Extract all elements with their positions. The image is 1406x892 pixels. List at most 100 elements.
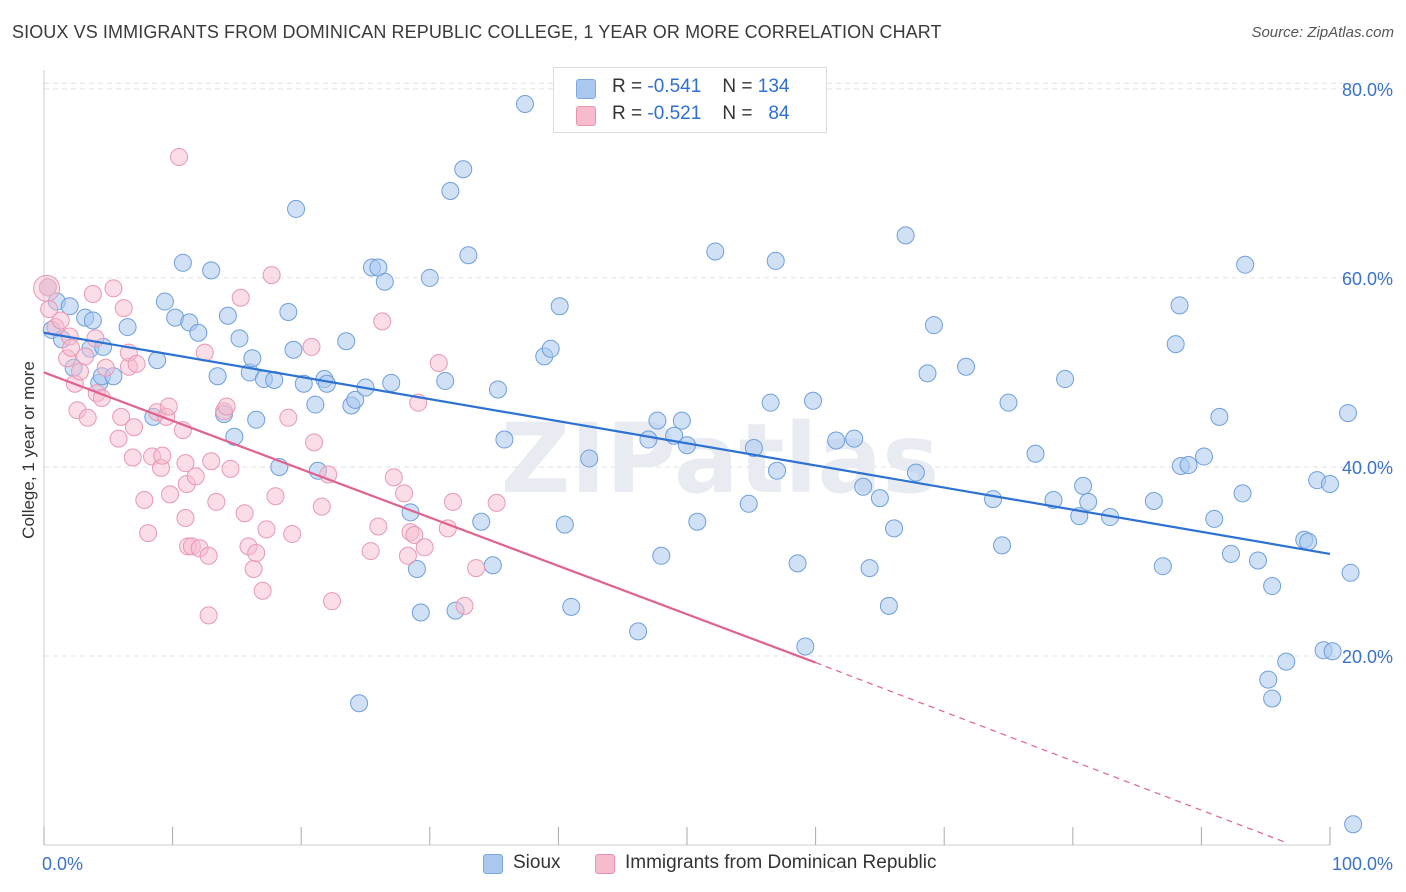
r-label: R = — [612, 76, 643, 97]
watermark: ZIPatlas — [501, 403, 940, 515]
sioux-point — [1170, 296, 1189, 315]
sioux-point — [1205, 509, 1224, 528]
sioux-point — [294, 374, 313, 393]
dominican-point — [104, 279, 123, 298]
sioux-point — [407, 560, 426, 579]
sioux-point — [1339, 404, 1358, 423]
chart-title: SIOUX VS IMMIGRANTS FROM DOMINICAN REPUB… — [12, 22, 942, 42]
dominican-point — [199, 546, 218, 565]
dominican-point — [176, 508, 195, 527]
sioux-point — [495, 430, 514, 449]
n-label: N = — [722, 76, 753, 97]
sioux-point — [337, 332, 356, 351]
sioux-point — [1277, 652, 1296, 671]
y-tick-label: 20.0% — [1342, 647, 1393, 667]
sioux-point — [788, 554, 807, 573]
sioux-point — [459, 246, 478, 265]
r-value: -0.541 — [647, 76, 702, 97]
sioux-point — [541, 339, 560, 358]
sioux-point — [648, 411, 667, 430]
dominican-point — [186, 467, 205, 486]
sioux-point — [1056, 370, 1075, 389]
sioux-point — [1166, 335, 1185, 354]
sioux-point — [346, 390, 365, 409]
sioux-point — [924, 316, 943, 335]
sioux-point — [60, 297, 79, 316]
sioux-point — [854, 477, 873, 496]
sioux-point — [420, 268, 439, 287]
dominican-point — [114, 299, 133, 318]
y-axis-label-wrap: College, 1 year or more — [14, 300, 44, 600]
dominican-point — [369, 517, 388, 536]
sioux-point — [230, 329, 249, 348]
dominican-point — [373, 312, 392, 331]
sioux-point — [1179, 456, 1198, 475]
dominican-point — [86, 329, 105, 348]
sioux-point — [243, 349, 262, 368]
dominican-trend-extension — [815, 662, 1286, 843]
sioux-point — [1344, 815, 1363, 834]
dominican-point — [51, 311, 70, 330]
dominican-point — [235, 504, 254, 523]
sioux-point — [1259, 670, 1278, 689]
dominican-point — [38, 278, 57, 297]
dominican-point — [125, 418, 144, 437]
x-tick-label: 0.0% — [42, 854, 83, 874]
n-value: 84 — [768, 103, 790, 124]
dominican-point — [247, 543, 266, 562]
sioux-swatch — [483, 854, 503, 874]
sioux-point — [879, 596, 898, 615]
dominican-point — [415, 538, 434, 557]
dominican-point — [207, 492, 226, 511]
n-value: 134 — [757, 76, 790, 97]
sioux-point — [1299, 532, 1318, 551]
legend-label: Immigrants from Dominican Republic — [625, 852, 937, 873]
sioux-point — [766, 251, 785, 270]
sioux-point — [350, 694, 369, 713]
sioux-point — [555, 515, 574, 534]
y-tick-label: 40.0% — [1342, 458, 1393, 478]
sioux-point — [317, 374, 336, 393]
dominican-trend-line — [43, 371, 816, 664]
dominican-point — [170, 147, 189, 166]
sioux-point — [639, 430, 658, 449]
dominican-point — [231, 288, 250, 307]
sioux-point — [906, 463, 925, 482]
dominican-point — [312, 497, 331, 516]
sioux-point — [1079, 492, 1098, 511]
sioux-point — [993, 536, 1012, 555]
dominican-point — [262, 266, 281, 285]
dominican-point — [139, 524, 158, 543]
sioux-point — [999, 393, 1018, 412]
sioux-point — [1194, 447, 1213, 466]
y-tick-label: 80.0% — [1342, 80, 1393, 100]
dominican-point — [109, 429, 128, 448]
y-axis-label: College, 1 year or more — [19, 361, 38, 539]
sioux-point — [284, 340, 303, 359]
dominican-point — [305, 433, 324, 452]
dominican-point — [123, 448, 142, 467]
r-value: -0.521 — [647, 103, 702, 124]
sioux-point — [1321, 474, 1339, 493]
sioux-point — [562, 597, 581, 616]
sioux-point — [761, 393, 780, 412]
dominican-point — [96, 358, 115, 377]
sioux-point — [189, 323, 208, 342]
dominican-point — [33, 274, 61, 302]
n-label: N = — [722, 103, 753, 124]
trend-lines — [43, 331, 1331, 843]
sioux-point — [247, 410, 266, 429]
sioux-point — [744, 439, 763, 458]
sioux-point — [706, 242, 725, 261]
dominican-point — [221, 459, 240, 478]
dominican-point — [112, 407, 131, 426]
sioux-point — [957, 357, 976, 376]
sioux-point — [860, 559, 879, 578]
sioux-point — [118, 318, 137, 337]
sioux-point — [550, 297, 569, 316]
dominican-point — [323, 592, 342, 611]
sioux-point — [382, 373, 401, 392]
sioux-point — [827, 431, 846, 450]
sioux-point — [441, 181, 460, 200]
